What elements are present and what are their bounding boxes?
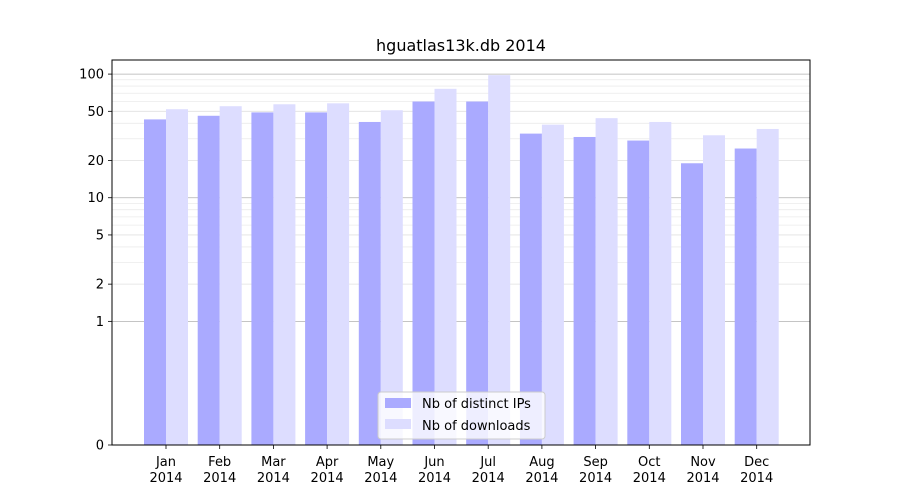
bars xyxy=(144,75,779,446)
bar-downloads xyxy=(219,106,242,445)
x-tick-label: Sep 2014 xyxy=(579,455,612,486)
bar-downloads xyxy=(541,124,564,445)
bar-downloads xyxy=(273,104,296,445)
bar-distinct-ips xyxy=(412,101,435,445)
x-tick-label: Mar 2014 xyxy=(257,455,290,486)
legend-label-distinct-ips: Nb of distinct IPs xyxy=(422,397,531,412)
x-tick-label: Feb 2014 xyxy=(203,455,236,486)
bar-downloads xyxy=(649,121,672,445)
x-tick-label: Jan 2014 xyxy=(149,455,182,486)
legend: Nb of distinct IPs Nb of downloads xyxy=(377,391,546,440)
bar-distinct-ips xyxy=(144,119,166,445)
bar-downloads xyxy=(595,118,618,446)
bar-downloads xyxy=(756,128,779,445)
x-tick-label: Apr 2014 xyxy=(311,455,344,486)
legend-label-downloads: Nb of downloads xyxy=(422,419,531,434)
x-tick-label: Aug 2014 xyxy=(525,455,558,486)
bar-distinct-ips xyxy=(305,112,328,446)
legend-swatch-distinct-ips xyxy=(385,398,411,408)
x-tick-label: Oct 2014 xyxy=(633,455,666,486)
bar-distinct-ips xyxy=(466,101,489,445)
y-axis: 0 1 2 5 10 20 50 100 xyxy=(79,68,112,454)
y-tick-label: 100 xyxy=(79,68,104,83)
bar-distinct-ips xyxy=(681,163,703,445)
legend-box xyxy=(377,391,546,440)
y-tick-label: 20 xyxy=(87,154,104,169)
x-tick-label: Nov 2014 xyxy=(686,455,719,486)
plot-area-frame xyxy=(111,59,811,446)
x-axis: Jan 2014 Feb 2014 Mar 2014 Apr 2014 May 2014 Jun 20… xyxy=(149,445,773,486)
bar-downloads xyxy=(380,110,403,445)
bar-distinct-ips xyxy=(197,115,220,446)
y-tick-label: 0 xyxy=(96,439,104,454)
bar-downloads xyxy=(703,135,725,445)
x-tick-label: Dec 2014 xyxy=(740,455,773,486)
x-tick-label: Jun 2014 xyxy=(418,455,451,486)
bar-distinct-ips xyxy=(734,148,757,445)
x-tick-label: Jul 2014 xyxy=(472,455,505,486)
bar-downloads xyxy=(166,109,188,445)
y-tick-label: 10 xyxy=(87,191,104,206)
legend-swatch-downloads xyxy=(385,419,411,429)
bar-downloads xyxy=(434,88,457,445)
bar-distinct-ips xyxy=(519,133,542,445)
bar-distinct-ips xyxy=(358,121,381,445)
x-tick-label: May 2014 xyxy=(364,455,397,486)
bar-downloads xyxy=(488,75,511,445)
chart-title: hguatlas13k.db 2014 xyxy=(376,36,546,55)
y-tick-label: 50 xyxy=(87,105,104,120)
y-tick-label: 2 xyxy=(96,278,104,293)
bar-distinct-ips xyxy=(573,136,596,445)
y-tick-label: 1 xyxy=(96,315,104,330)
bar-downloads xyxy=(327,103,350,445)
y-tick-label: 5 xyxy=(96,228,104,243)
bar-distinct-ips xyxy=(251,112,274,446)
bar-distinct-ips xyxy=(627,140,650,445)
